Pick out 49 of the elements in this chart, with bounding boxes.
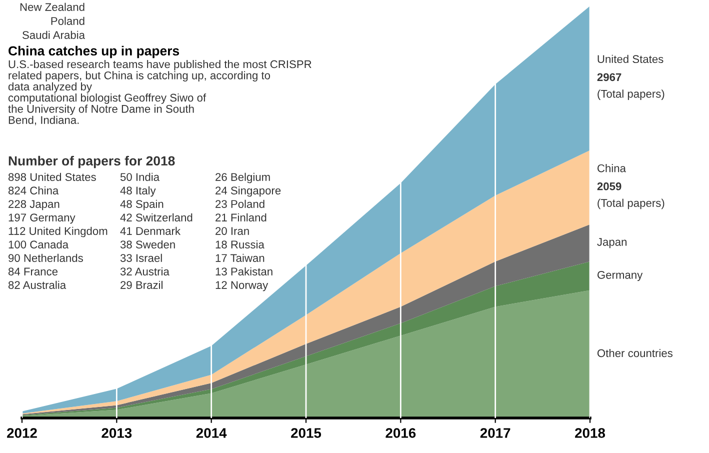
annotation: 33 Israel (120, 254, 162, 262)
annotation: 112 United Kingdom (8, 226, 108, 238)
x-tick-label: 2018 (575, 428, 606, 438)
annotation: 18 Russia (216, 240, 264, 248)
annotation: 48 Italy (120, 186, 156, 197)
annotation: 29 Brazil (120, 280, 162, 289)
text: 2059 (597, 182, 622, 190)
annotation: 82 Australia (8, 280, 66, 289)
annotation: 38 Sweden (120, 240, 175, 248)
text: China catches up in papers (8, 46, 180, 58)
annotation: 84 France (8, 268, 58, 276)
annotation: 21 Finland (216, 213, 266, 222)
annotation: Number of papers for 2018 (8, 156, 175, 168)
series-label: Germany (598, 270, 643, 282)
x-tick-label: 2016 (386, 428, 416, 438)
annotation: New Zealand (20, 2, 84, 11)
x-tick-label: 2013 (102, 428, 132, 438)
annotation: 24 Singapore (216, 186, 281, 197)
annotation: Saudi Arabia (22, 30, 86, 39)
text: (Total papers) (598, 198, 664, 210)
annotation: 12 Norway (216, 281, 268, 292)
annotation: 228 Japan (8, 200, 60, 210)
series-label: China (598, 164, 626, 172)
text: 2967 (597, 73, 622, 82)
annotation: 824 China (8, 186, 59, 194)
annotation: 41 Denmark (120, 226, 181, 235)
annotation: 90 Netherlands (8, 254, 83, 262)
annotation: 50 India (120, 172, 160, 181)
series-label: Other countries (597, 348, 673, 358)
text: (Total papers) (598, 90, 664, 100)
annotation: 13 Pakistan (216, 267, 272, 276)
annotation: 32 Austria (120, 267, 170, 276)
annotation: 197 Germany (8, 214, 76, 224)
annotation: 23 Poland (216, 200, 264, 208)
annotation: 100 Canada (8, 240, 69, 248)
series-label: Japan (597, 238, 626, 248)
x-tick-label: 2015 (291, 428, 322, 438)
x-tick-label: 2014 (196, 428, 227, 438)
series-label: United States (598, 54, 664, 64)
x-tick-label: 2017 (480, 428, 510, 438)
text: U.S.-based research teams have published the most CRISPR related papers, but China is catching up, according to data analyzed by computational biologist Geoffrey Siwo of the University of Notre Dame in South Bend, Indiana. (8, 60, 312, 126)
annotation: 20 Iran (216, 227, 249, 235)
x-tick-label: 2012 (7, 428, 37, 438)
annotation: Poland (51, 16, 84, 25)
annotation: 17 Taiwan (216, 254, 264, 262)
annotation: 898 United States (8, 172, 96, 181)
annotation: 26 Belgium (216, 172, 270, 184)
annotation: 42 Switzerland (120, 213, 192, 222)
annotation: 48 Spain (120, 200, 164, 210)
